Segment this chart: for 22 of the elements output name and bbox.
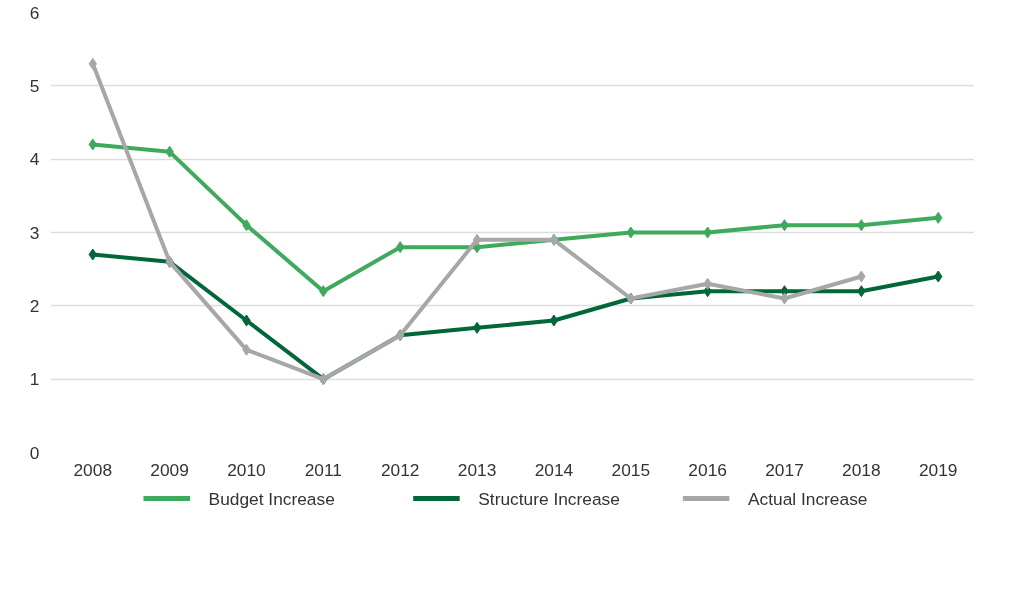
x-tick-label: 2012	[380, 459, 420, 480]
y-tick-label: 0	[29, 442, 40, 463]
x-tick-label: 2016	[688, 459, 727, 480]
x-tick-label: 2008	[73, 459, 113, 480]
x-tick-label: 2015	[611, 459, 651, 480]
x-tick-label: 2019	[918, 459, 958, 480]
y-tick-label: 3	[29, 222, 40, 243]
y-tick-label: 5	[29, 75, 40, 96]
x-tick-label: 2018	[842, 459, 881, 480]
x-tick-label: 2010	[227, 459, 266, 480]
y-tick-label: 2	[29, 295, 40, 316]
x-tick-label: 2013	[457, 459, 497, 480]
x-tick-label: 2009	[150, 459, 189, 480]
y-tick-label: 6	[29, 2, 40, 23]
x-tick-label: 2011	[304, 459, 342, 480]
x-tick-label: 2017	[765, 459, 804, 480]
y-tick-label: 1	[29, 369, 40, 390]
legend-label: Budget Increase	[208, 488, 335, 509]
y-tick-label: 4	[29, 149, 40, 170]
legend-label: Actual Increase	[748, 488, 868, 509]
legend-label: Structure Increase	[478, 488, 620, 509]
x-tick-label: 2014	[534, 459, 574, 480]
